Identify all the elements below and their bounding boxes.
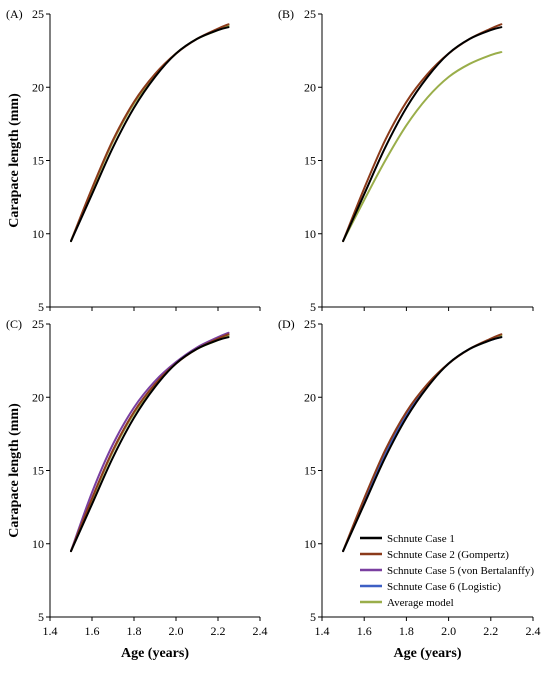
y-tick-label: 15 bbox=[304, 154, 316, 168]
panel-label: (C) bbox=[6, 317, 22, 331]
x-tick-label: 1.8 bbox=[127, 624, 142, 638]
series-line-average-model bbox=[342, 51, 503, 243]
x-tick-label: 2.0 bbox=[169, 624, 184, 638]
x-tick-label: 2.4 bbox=[253, 624, 268, 638]
series-line-schnute-case-2-gompertz bbox=[70, 23, 230, 243]
x-tick-label: 2.2 bbox=[211, 624, 226, 638]
panel-label: (A) bbox=[6, 7, 23, 21]
panel-label: (B) bbox=[278, 7, 294, 21]
x-tick-label: 1.8 bbox=[399, 624, 414, 638]
legend: Schnute Case 1 Schnute Case 2 (Gompertz) S… bbox=[360, 533, 534, 609]
series-line-schnute-case-1 bbox=[70, 336, 230, 553]
x-axis-label: Age (years) bbox=[393, 646, 461, 661]
series-line-schnute-case-2-gompertz bbox=[342, 23, 503, 243]
y-tick-label: 20 bbox=[304, 80, 316, 94]
y-tick-label: 5 bbox=[38, 610, 44, 624]
y-tick-label: 25 bbox=[304, 317, 316, 331]
y-tick-label: 20 bbox=[32, 80, 44, 94]
legend-entry-schnute-case-1: Schnute Case 1 bbox=[387, 533, 455, 545]
y-tick-label: 10 bbox=[304, 227, 316, 241]
y-tick-label: 25 bbox=[32, 317, 44, 331]
x-tick-label: 1.6 bbox=[357, 624, 372, 638]
legend-entry-average-model: Average model bbox=[387, 597, 454, 609]
y-tick-label: 25 bbox=[32, 7, 44, 21]
y-tick-label: 5 bbox=[310, 610, 316, 624]
series-line-schnute-case-1 bbox=[70, 26, 230, 243]
x-tick-label: 2.2 bbox=[483, 624, 498, 638]
x-tick-label: 1.4 bbox=[315, 624, 330, 638]
y-tick-label: 15 bbox=[304, 464, 316, 478]
y-tick-label: 10 bbox=[304, 537, 316, 551]
legend-entry-schnute-case-2-gompertz: Schnute Case 2 (Gompertz) bbox=[387, 549, 509, 561]
y-tick-label: 10 bbox=[32, 227, 44, 241]
panel-d: 5 10 15 20 25 1.4 1.6 1.8 2.0 2.2 2.4 (D) Age (years… bbox=[278, 317, 541, 661]
x-tick-label: 1.6 bbox=[85, 624, 100, 638]
panel-a: 5 10 15 20 25 (A) Carapace length (mm) bbox=[6, 7, 261, 314]
x-tick-label: 1.4 bbox=[43, 624, 58, 638]
y-axis-label: Carapace length (mm) bbox=[7, 403, 22, 538]
legend-entry-schnute-case-6-logistic: Schnute Case 6 (Logistic) bbox=[387, 581, 501, 593]
panel-label: (D) bbox=[278, 317, 295, 331]
series-line-schnute-case-2-gompertz bbox=[70, 333, 230, 553]
x-axis-label: Age (years) bbox=[121, 646, 189, 661]
x-tick-label: 2.0 bbox=[441, 624, 456, 638]
y-tick-label: 25 bbox=[304, 7, 316, 21]
series-line-average-model bbox=[342, 334, 503, 553]
series-line-schnute-case-6-logistic bbox=[342, 336, 503, 553]
y-tick-label: 5 bbox=[310, 300, 316, 314]
series-line-schnute-case-1 bbox=[342, 336, 503, 553]
y-tick-label: 10 bbox=[32, 537, 44, 551]
series-line-schnute-case-1 bbox=[342, 26, 503, 243]
y-tick-label: 5 bbox=[38, 300, 44, 314]
series-line-schnute-case-5-von-bertalanffy bbox=[70, 331, 230, 553]
x-tick-label: 2.4 bbox=[526, 624, 541, 638]
legend-entry-schnute-case-5-von-bertalanffy: Schnute Case 5 (von Bertalanffy) bbox=[387, 565, 534, 577]
panel-c: 5 10 15 20 25 1.4 1.6 1.8 2.0 2.2 2.4 (C) Carapace l… bbox=[6, 317, 268, 661]
series-line-average-model bbox=[70, 24, 230, 243]
y-tick-label: 20 bbox=[32, 390, 44, 404]
series-line-average-model bbox=[70, 334, 230, 553]
y-tick-label: 15 bbox=[32, 154, 44, 168]
y-tick-label: 20 bbox=[304, 390, 316, 404]
y-axis-label: Carapace length (mm) bbox=[7, 93, 22, 228]
panel-b: 5 10 15 20 25 (B) bbox=[278, 7, 534, 314]
y-tick-label: 15 bbox=[32, 464, 44, 478]
series-line-schnute-case-2-gompertz bbox=[342, 333, 503, 553]
